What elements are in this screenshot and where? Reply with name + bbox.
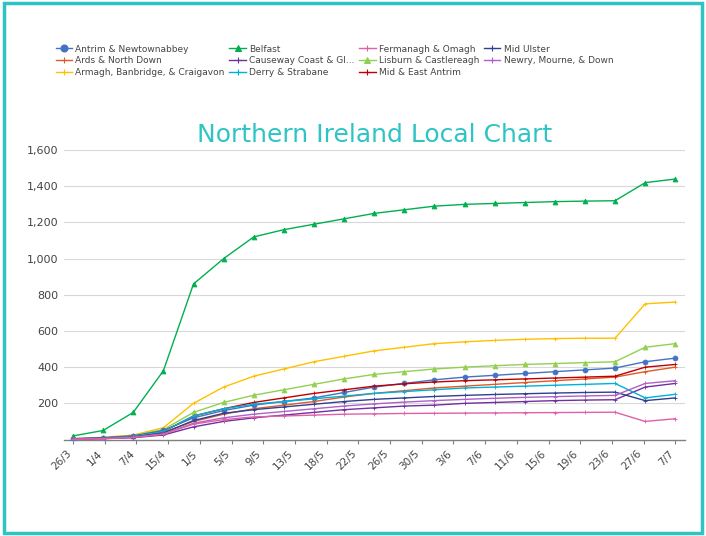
Title: Northern Ireland Local Chart: Northern Ireland Local Chart	[196, 123, 552, 147]
Legend: Antrim & Newtownabbey, Ards & North Down, Armagh, Banbridge, & Craigavon, Belfas: Antrim & Newtownabbey, Ards & North Down…	[56, 44, 614, 77]
